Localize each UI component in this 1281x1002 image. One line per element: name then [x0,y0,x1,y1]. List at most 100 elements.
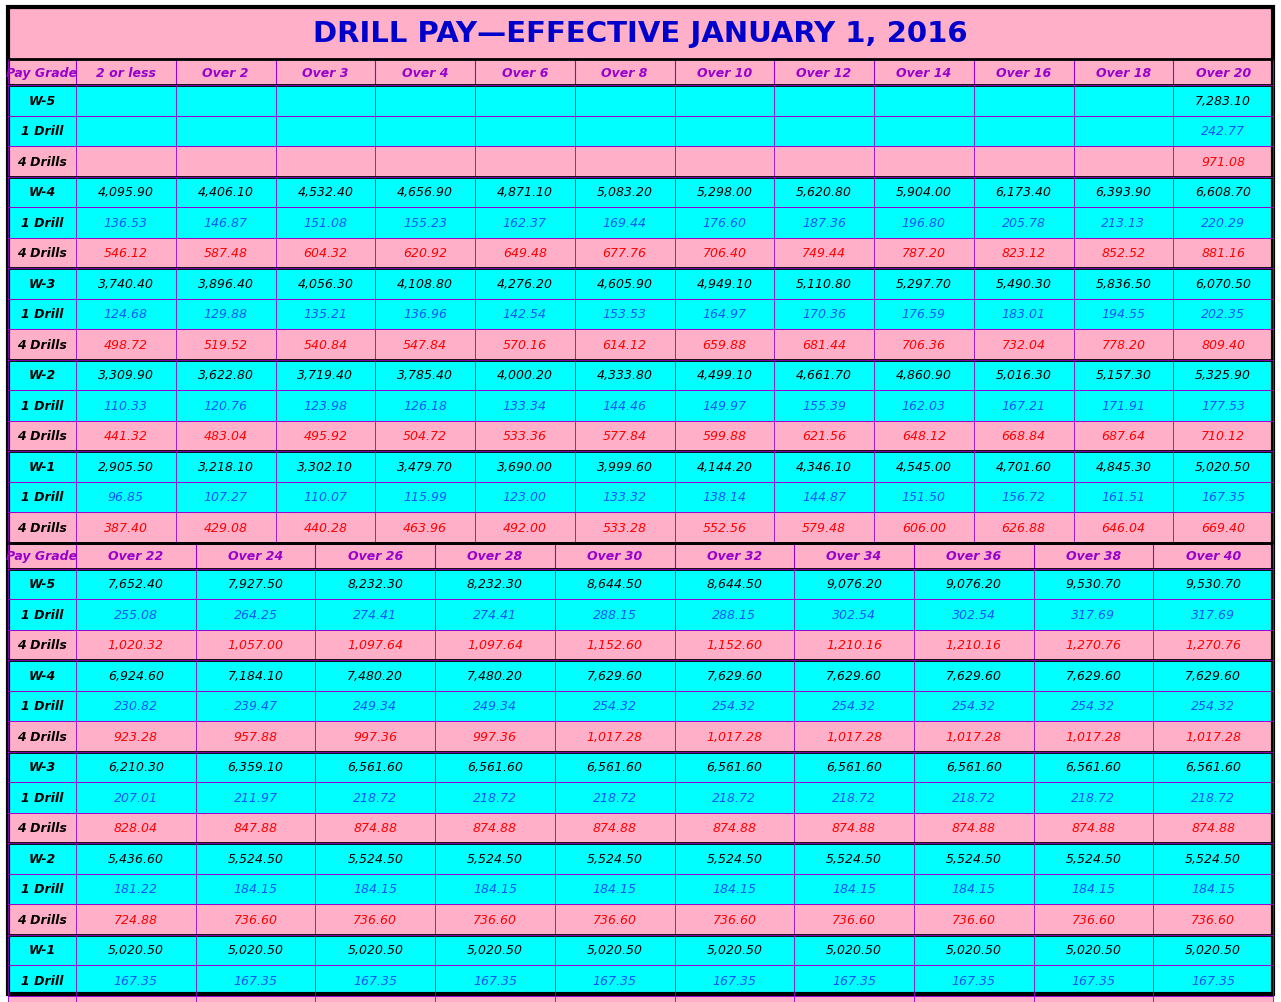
Text: 6,561.60: 6,561.60 [706,761,762,774]
Bar [675,269,774,300]
Bar [1173,116,1273,147]
Bar [436,569,555,599]
Text: 4,095.90: 4,095.90 [97,186,154,199]
Bar [874,300,974,330]
Text: 668.84: 668.84 [1002,430,1045,443]
Text: 5,110.80: 5,110.80 [796,278,852,291]
Text: 1,210.16: 1,210.16 [945,638,1002,651]
Bar [1034,752,1153,783]
Text: 254.32: 254.32 [593,699,637,712]
Text: 736.60: 736.60 [833,913,876,926]
Bar [196,843,315,874]
Bar [76,843,196,874]
Bar [315,843,436,874]
Text: 9,076.20: 9,076.20 [826,578,883,590]
Text: 96.85: 96.85 [108,491,143,504]
Text: 149.97: 149.97 [702,400,747,413]
Bar [774,147,874,177]
Text: 4,406.10: 4,406.10 [197,186,254,199]
Bar [555,690,675,721]
Bar [1034,569,1153,599]
Bar [794,752,913,783]
Bar [8,935,76,965]
Bar [8,116,76,147]
Bar [1173,60,1273,86]
Bar [675,874,794,904]
Text: 997.36: 997.36 [473,730,518,743]
Bar [774,421,874,452]
Text: 7,629.60: 7,629.60 [1185,669,1241,682]
Bar [275,391,375,421]
Bar [375,207,475,238]
Text: 8,644.50: 8,644.50 [587,578,643,590]
Text: 809.40: 809.40 [1202,339,1245,352]
Text: W-1: W-1 [28,460,55,473]
Text: 4 Drills: 4 Drills [17,155,67,168]
Text: 1 Drill: 1 Drill [20,608,63,621]
Text: 706.36: 706.36 [902,339,945,352]
Bar [315,752,436,783]
Text: W-2: W-2 [28,852,55,865]
Bar [76,116,175,147]
Text: 587.48: 587.48 [204,247,247,260]
Bar [315,690,436,721]
Text: 997.36: 997.36 [354,730,397,743]
Text: 4,845.30: 4,845.30 [1095,460,1152,473]
Bar [175,269,275,300]
Text: 736.60: 736.60 [1071,913,1116,926]
Bar [275,238,375,269]
Text: 110.07: 110.07 [304,491,347,504]
Bar [675,660,794,690]
Bar [1173,269,1273,300]
Bar [1034,599,1153,630]
Text: 2,905.50: 2,905.50 [97,460,154,473]
Text: 254.32: 254.32 [712,699,756,712]
Text: 171.91: 171.91 [1102,400,1145,413]
Text: 5,524.50: 5,524.50 [706,852,762,865]
Bar [1153,965,1273,996]
Text: 1 Drill: 1 Drill [20,125,63,138]
Bar [675,690,794,721]
Bar [794,543,913,569]
Bar [196,660,315,690]
Text: 4,333.80: 4,333.80 [597,369,652,382]
Bar [913,752,1034,783]
Text: 194.55: 194.55 [1102,308,1145,321]
Bar [675,783,794,813]
Text: 202.35: 202.35 [1202,308,1245,321]
Bar [375,269,475,300]
Bar [436,843,555,874]
Text: 6,561.60: 6,561.60 [468,761,523,774]
Bar [76,300,175,330]
Text: 659.88: 659.88 [702,339,747,352]
Bar [8,904,76,935]
Bar [974,360,1073,391]
Text: 4,000.20: 4,000.20 [497,369,553,382]
Bar [375,330,475,360]
Bar [1073,147,1173,177]
Bar [8,86,76,116]
Bar [175,116,275,147]
Bar [375,512,475,543]
Bar [275,116,375,147]
Text: 736.60: 736.60 [233,913,278,926]
Bar [913,630,1034,660]
Text: 6,561.60: 6,561.60 [826,761,883,774]
Text: 162.37: 162.37 [503,216,547,229]
Text: 1 Drill: 1 Drill [20,400,63,413]
Bar [436,721,555,752]
Bar [794,569,913,599]
Bar [575,177,675,207]
Text: 167.35: 167.35 [712,974,756,987]
Bar [913,783,1034,813]
Bar [375,360,475,391]
Text: 1 Drill: 1 Drill [20,883,63,896]
Bar [315,660,436,690]
Bar [475,207,575,238]
Bar [1153,843,1273,874]
Text: 155.23: 155.23 [404,216,447,229]
Bar [1173,391,1273,421]
Text: W-3: W-3 [28,278,55,291]
Bar [675,965,794,996]
Text: 254.32: 254.32 [1191,699,1235,712]
